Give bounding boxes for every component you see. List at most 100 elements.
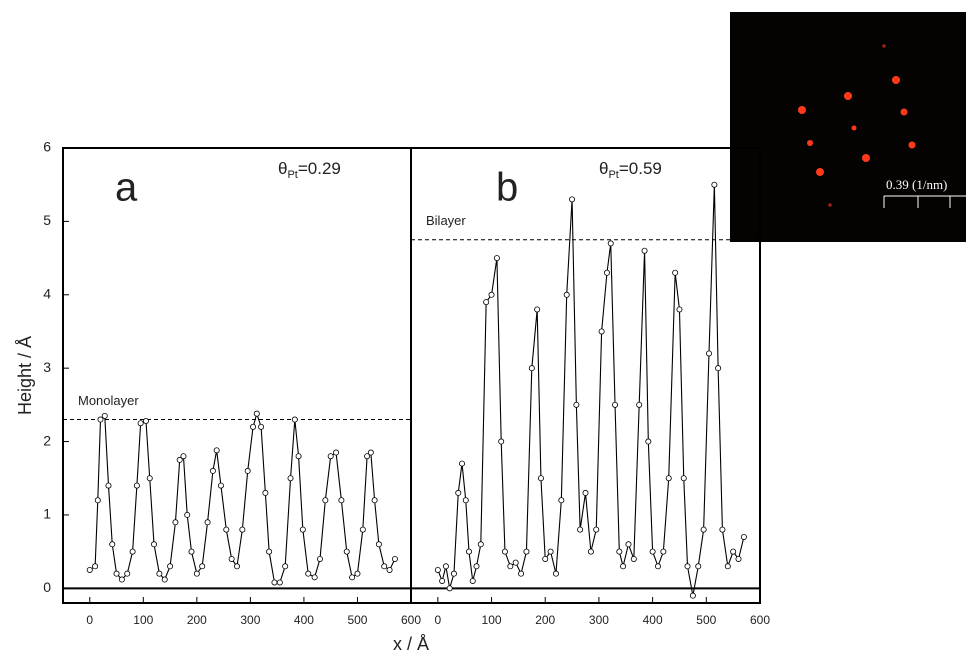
data-point (569, 196, 576, 203)
data-point (349, 574, 356, 581)
y-tick-label: 6 (43, 139, 51, 155)
data-point (250, 423, 257, 430)
y-tick-label: 2 (43, 432, 51, 448)
data-point (473, 563, 480, 570)
y-tick-label: 3 (43, 359, 51, 375)
data-point (724, 563, 731, 570)
data-point (343, 548, 350, 555)
data-point (244, 467, 251, 474)
data-point (573, 401, 580, 408)
data-point (113, 570, 120, 577)
data-point (649, 548, 656, 555)
panel-frame (410, 147, 761, 604)
data-point (199, 563, 206, 570)
data-point (537, 475, 544, 482)
data-point (276, 579, 283, 586)
panel-letter: a (115, 166, 138, 210)
data-point (469, 577, 476, 584)
data-point (94, 497, 101, 504)
data-point (563, 291, 570, 298)
data-point (534, 306, 541, 313)
data-point (322, 497, 329, 504)
data-point (612, 401, 619, 408)
data-point (253, 410, 260, 417)
coverage-value: =0.29 (298, 159, 341, 178)
x-tick-label: 500 (347, 613, 367, 627)
inset-spots (798, 44, 916, 207)
data-point (450, 570, 457, 577)
data-point (488, 291, 495, 298)
data-point (233, 563, 240, 570)
data-point (151, 541, 158, 548)
data-point (620, 563, 627, 570)
data-point (333, 449, 340, 456)
data-point (705, 350, 712, 357)
y-tick-label: 0 (43, 579, 51, 595)
data-point (695, 563, 702, 570)
data-point (477, 541, 484, 548)
data-point (188, 548, 195, 555)
data-point (735, 555, 742, 562)
x-tick-label: 400 (643, 613, 663, 627)
data-point (552, 570, 559, 577)
data-point (193, 570, 200, 577)
data-point (137, 420, 144, 427)
data-point (291, 416, 298, 423)
data-point (523, 548, 530, 555)
profile-line (89, 411, 396, 584)
data-point (645, 438, 652, 445)
data-point (434, 566, 441, 573)
data-point (676, 306, 683, 313)
coverage-annotation: θPt=0.29 (278, 159, 341, 180)
data-point (375, 541, 382, 548)
data-point (133, 482, 140, 489)
y-tick-label: 1 (43, 506, 51, 522)
data-point (587, 548, 594, 555)
data-point (223, 526, 230, 533)
data-point (654, 563, 661, 570)
data-point (689, 592, 696, 599)
data-point (86, 566, 93, 573)
theta-symbol: θ (278, 159, 287, 178)
data-point (327, 453, 334, 460)
data-point (715, 365, 722, 372)
data-point (684, 563, 691, 570)
data-point (542, 555, 549, 562)
theta-subscript: Pt (608, 169, 618, 181)
x-tick-label: 100 (133, 613, 153, 627)
data-point (598, 328, 605, 335)
inset-image (730, 12, 966, 242)
data-point (711, 181, 718, 188)
coverage-value: =0.59 (619, 159, 662, 178)
data-point (282, 563, 289, 570)
data-point (439, 577, 446, 584)
data-point (660, 548, 667, 555)
data-point (109, 541, 116, 548)
data-point (672, 269, 679, 276)
data-point (446, 585, 453, 592)
profile-line (437, 184, 745, 596)
data-point (142, 417, 149, 424)
data-point (271, 579, 278, 586)
data-point (367, 449, 374, 456)
y-tick-label: 4 (43, 285, 51, 301)
data-point (228, 555, 235, 562)
data-point (607, 240, 614, 247)
reference-label: Bilayer (426, 213, 466, 228)
data-point (118, 576, 125, 583)
data-point (501, 548, 508, 555)
data-point (101, 412, 108, 419)
data-point (547, 548, 554, 555)
data-point (558, 497, 565, 504)
data-point (528, 365, 535, 372)
x-tick-label: 300 (240, 613, 260, 627)
data-point (97, 416, 104, 423)
scale-bar (883, 195, 966, 208)
data-point (636, 401, 643, 408)
data-point (512, 559, 519, 566)
data-point (498, 438, 505, 445)
scale-label: 0.39 (1/nm) (886, 177, 947, 192)
data-point (209, 467, 216, 474)
data-point (616, 548, 623, 555)
x-tick-label: 400 (294, 613, 314, 627)
